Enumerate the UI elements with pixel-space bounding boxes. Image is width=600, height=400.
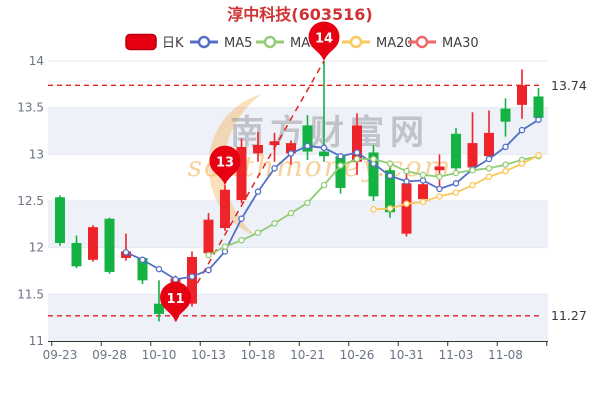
band <box>48 294 548 341</box>
candle <box>302 115 313 160</box>
legend-label-kline: 日K <box>162 36 184 51</box>
x-axis-label: 10-26 <box>340 348 375 362</box>
y-axis-label: 12.5 <box>17 194 44 208</box>
y-axis-label: 11.5 <box>17 287 44 301</box>
legend-label-ma5: MA5 <box>224 36 252 51</box>
x-axis-label: 10-18 <box>241 348 276 362</box>
svg-text:14: 14 <box>315 32 333 47</box>
trendline <box>174 60 325 322</box>
y-axis-label: 14 <box>29 54 44 68</box>
candle <box>352 113 362 175</box>
candle <box>451 128 461 172</box>
plot-markers: 14 13 11 <box>160 21 340 322</box>
ma5-series <box>122 116 542 283</box>
ref-label-max: 13.74 <box>551 78 587 93</box>
plot-series <box>55 60 544 322</box>
legend-item-ma20[interactable]: MA20 <box>342 35 413 51</box>
candle <box>517 69 527 119</box>
y-axis-label: 12 <box>29 241 44 255</box>
ma20-circle-icon <box>349 35 363 49</box>
plot-background: 11 11.5 12 12.5 13 13.5 14 09-23 09-28 10-10 10-13… <box>17 54 548 362</box>
x-axis-label: 10-21 <box>290 348 325 362</box>
candle <box>236 138 247 203</box>
ma30-circle-icon <box>415 35 429 49</box>
x-axis-label: 10-10 <box>142 348 177 362</box>
candle <box>154 280 164 322</box>
x-axis-label: 10-31 <box>389 348 424 362</box>
x-axis-label: 11-03 <box>439 348 474 362</box>
x-axis-label: 11-08 <box>488 348 523 362</box>
candle <box>335 154 346 194</box>
candle <box>220 185 230 231</box>
legend-item-ma30[interactable]: MA30 <box>408 35 479 51</box>
candle <box>467 112 478 172</box>
ma20-series <box>370 152 542 213</box>
ma5-circle-icon <box>197 35 211 49</box>
candle <box>253 131 263 162</box>
kline-swatch-icon <box>125 33 157 51</box>
candle <box>434 154 445 190</box>
y-axis-label: 13.5 <box>17 101 44 115</box>
candle <box>104 217 115 274</box>
ma10-circle-icon <box>263 35 277 49</box>
marker-pin-14: 14 <box>308 21 340 61</box>
legend-label-ma30: MA30 <box>442 36 479 51</box>
marker-pin-11: 11 <box>160 281 191 322</box>
candle <box>484 110 494 159</box>
y-axis-label: 13 <box>29 147 44 161</box>
candle <box>88 225 98 262</box>
candle <box>55 195 65 246</box>
ma10-series <box>205 152 542 259</box>
candle <box>203 213 214 257</box>
x-axis-label: 09-23 <box>43 348 78 362</box>
candle <box>500 98 511 137</box>
chart-title: 淳中科技(603516) <box>227 5 372 24</box>
band <box>48 107 548 155</box>
marker-pin-13: 13 <box>209 145 241 186</box>
y-axis-label: 11 <box>29 334 44 348</box>
legend: 日K MA5 MA10 MA20 MA30 <box>125 33 479 52</box>
legend-label-ma20: MA20 <box>376 36 413 51</box>
svg-text:11: 11 <box>166 292 184 307</box>
ref-label-min: 11.27 <box>551 308 587 323</box>
legend-item-kline[interactable]: 日K <box>125 33 184 52</box>
x-axis-label: 09-28 <box>92 348 127 362</box>
candle <box>368 145 379 201</box>
candle <box>71 235 82 269</box>
svg-text:13: 13 <box>216 156 234 171</box>
x-axis-label: 10-13 <box>191 348 226 362</box>
candle <box>533 88 544 122</box>
legend-item-ma5[interactable]: MA5 <box>190 35 252 51</box>
